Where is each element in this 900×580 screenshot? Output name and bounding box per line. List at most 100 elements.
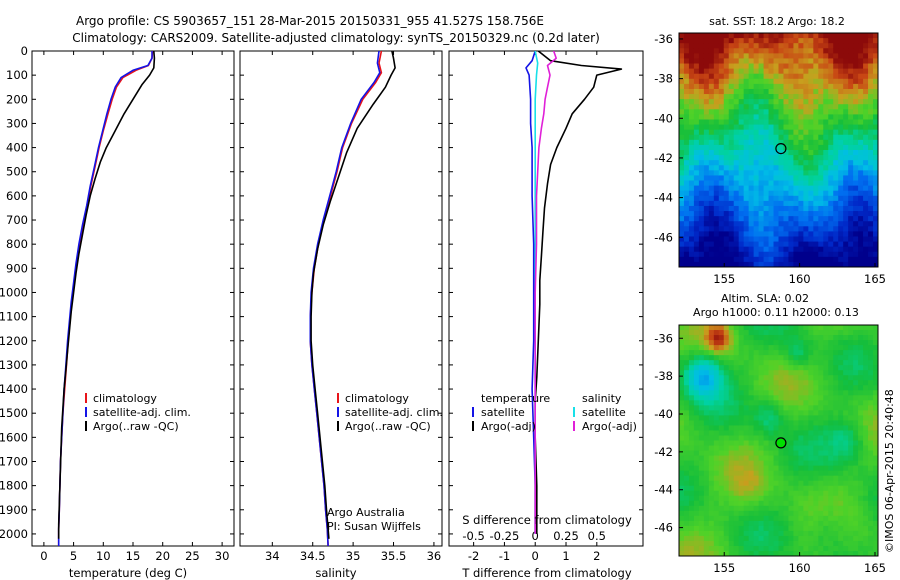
- heatmap-cell: [863, 455, 869, 462]
- heatmap-cell: [868, 490, 874, 497]
- heatmap-cell: [808, 470, 814, 477]
- heatmap-cell: [698, 345, 705, 351]
- heatmap-cell: [733, 360, 740, 366]
- heatmap-cell: [748, 530, 755, 537]
- heatmap-cell: [798, 420, 804, 426]
- heatmap-cell: [793, 360, 799, 366]
- heatmap-cell: [788, 460, 794, 467]
- heatmap-cell: [863, 155, 869, 161]
- heatmap-cell: [798, 370, 804, 376]
- heatmap-cell: [808, 465, 814, 472]
- heatmap-cell: [693, 53, 700, 59]
- heatmap-cell: [803, 340, 809, 346]
- lat-tick-label: -44: [654, 191, 673, 205]
- heatmap-cell: [823, 231, 829, 237]
- heatmap-cell: [833, 480, 839, 487]
- heatmap-cell: [813, 99, 819, 105]
- heatmap-cell: [838, 355, 844, 361]
- heatmap-cell: [838, 465, 844, 472]
- heatmap-cell: [873, 425, 879, 431]
- heatmap-cell: [823, 190, 829, 197]
- heatmap-cell: [818, 380, 824, 386]
- heatmap-cell: [738, 385, 745, 391]
- heatmap-cell: [693, 480, 700, 487]
- heatmap-cell: [679, 68, 685, 75]
- heatmap-cell: [768, 325, 775, 331]
- heatmap-cell: [698, 405, 705, 411]
- heatmap-cell: [828, 370, 834, 376]
- heatmap-cell: [838, 170, 844, 176]
- heatmap-cell: [679, 380, 685, 386]
- heatmap-cell: [758, 165, 765, 171]
- heatmap-cell: [683, 195, 690, 202]
- x-tick-label: 2: [593, 549, 600, 563]
- heatmap-cell: [708, 405, 715, 411]
- heatmap-cell: [688, 500, 695, 507]
- heatmap-cell: [843, 48, 849, 54]
- heatmap-cell: [848, 200, 854, 207]
- heatmap-cell: [823, 38, 829, 44]
- heatmap-cell: [808, 165, 814, 171]
- heatmap-cell: [818, 124, 824, 131]
- heatmap-cell: [803, 63, 809, 70]
- heatmap-cell: [703, 325, 710, 331]
- heatmap-cell: [713, 83, 720, 90]
- heatmap-cell: [733, 490, 740, 497]
- s-tick-label: 0: [532, 529, 539, 543]
- heatmap-cell: [683, 435, 690, 441]
- heatmap-cell: [778, 520, 784, 527]
- heatmap-cell: [713, 445, 720, 452]
- heatmap-cell: [698, 88, 705, 95]
- heatmap-cell: [788, 114, 794, 120]
- heatmap-cell: [708, 535, 715, 542]
- heatmap-cell: [803, 200, 809, 207]
- heatmap-cell: [758, 430, 765, 436]
- heatmap-cell: [683, 241, 690, 248]
- heatmap-cell: [818, 99, 824, 105]
- heatmap-cell: [868, 139, 874, 146]
- heatmap-cell: [783, 241, 789, 248]
- heatmap-cell: [833, 231, 839, 237]
- salinity-lines: [309, 51, 396, 546]
- heatmap-cell: [688, 390, 695, 396]
- heatmap-cell: [798, 104, 804, 110]
- heatmap-cell: [713, 545, 720, 552]
- heatmap-cell: [848, 104, 854, 110]
- heatmap-cell: [863, 550, 869, 557]
- heatmap-cell: [808, 490, 814, 497]
- heatmap-cell: [863, 545, 869, 552]
- heatmap-cell: [833, 375, 839, 381]
- heatmap-cell: [853, 53, 859, 59]
- heatmap-cell: [808, 395, 814, 401]
- heatmap-cell: [763, 124, 770, 131]
- heatmap-cell: [788, 400, 794, 406]
- heatmap-cell: [848, 175, 854, 182]
- heatmap-cell: [778, 94, 784, 100]
- legend-argo-label: Argo(..raw -QC): [93, 420, 179, 433]
- heatmap-cell: [833, 261, 839, 268]
- heatmap-cell: [763, 450, 770, 457]
- heatmap-cell: [688, 83, 695, 90]
- heatmap-cell: [803, 410, 809, 416]
- x-tick-label: 25: [185, 549, 200, 563]
- heatmap-cell: [763, 109, 770, 115]
- heatmap-cell: [858, 370, 864, 376]
- heatmap-cell: [753, 400, 760, 406]
- heatmap-cell: [708, 470, 715, 477]
- heatmap-cell: [838, 251, 844, 258]
- s-tick-label: 0.25: [553, 529, 579, 543]
- heatmap-cell: [858, 58, 864, 65]
- heatmap-cell: [783, 43, 789, 49]
- heatmap-cell: [778, 211, 784, 217]
- heatmap-cell: [728, 530, 735, 537]
- heatmap-cell: [743, 460, 750, 467]
- heatmap-cell: [723, 195, 730, 202]
- heatmap-cell: [808, 195, 814, 202]
- heatmap-cell: [778, 480, 784, 487]
- heatmap-cell: [758, 385, 765, 391]
- heatmap-cell: [843, 94, 849, 100]
- heatmap-cell: [833, 465, 839, 472]
- heatmap-cell: [783, 395, 789, 401]
- heatmap-cell: [848, 73, 854, 80]
- heatmap-cell: [698, 520, 705, 527]
